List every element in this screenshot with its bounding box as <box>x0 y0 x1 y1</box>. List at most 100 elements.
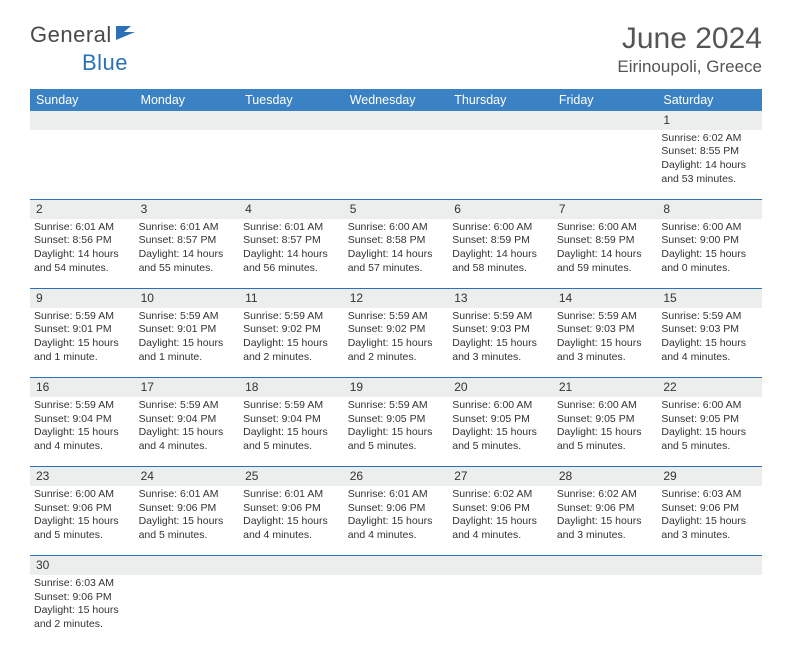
sunset-text: Sunset: 9:01 PM <box>139 323 236 337</box>
sunset-text: Sunset: 9:06 PM <box>139 502 236 516</box>
sunset-text: Sunset: 9:06 PM <box>557 502 654 516</box>
daylight-text-2: and 5 minutes. <box>348 440 445 454</box>
day-cell: Sunrise: 6:03 AMSunset: 9:06 PMDaylight:… <box>657 486 762 556</box>
daylight-text: Daylight: 15 hours <box>348 426 445 440</box>
sunset-text: Sunset: 9:01 PM <box>34 323 131 337</box>
daylight-text: Daylight: 15 hours <box>557 515 654 529</box>
day-number-row: 23242526272829 <box>30 467 762 486</box>
sunset-text: Sunset: 9:02 PM <box>243 323 340 337</box>
day-number-cell: 11 <box>239 289 344 308</box>
sunrise-text: Sunrise: 5:59 AM <box>557 310 654 324</box>
day-number-cell <box>135 556 240 575</box>
daylight-text: Daylight: 14 hours <box>661 159 758 173</box>
day-number-cell: 23 <box>30 467 135 486</box>
sunrise-text: Sunrise: 6:03 AM <box>34 577 131 591</box>
weekday-header: Friday <box>553 89 658 111</box>
day-cell: Sunrise: 5:59 AMSunset: 9:03 PMDaylight:… <box>448 308 553 378</box>
day-number-cell: 4 <box>239 200 344 219</box>
sunrise-text: Sunrise: 6:01 AM <box>139 488 236 502</box>
daylight-text: Daylight: 15 hours <box>557 426 654 440</box>
day-content-row: Sunrise: 5:59 AMSunset: 9:04 PMDaylight:… <box>30 397 762 467</box>
daylight-text: Daylight: 15 hours <box>452 426 549 440</box>
day-cell <box>239 575 344 645</box>
day-cell <box>553 575 658 645</box>
daylight-text: Daylight: 14 hours <box>452 248 549 262</box>
daylight-text: Daylight: 15 hours <box>139 515 236 529</box>
day-cell: Sunrise: 6:00 AMSunset: 9:00 PMDaylight:… <box>657 219 762 289</box>
daylight-text: Daylight: 15 hours <box>243 515 340 529</box>
day-number-cell <box>344 556 449 575</box>
day-cell <box>448 575 553 645</box>
sunset-text: Sunset: 9:04 PM <box>243 413 340 427</box>
day-cell: Sunrise: 5:59 AMSunset: 9:04 PMDaylight:… <box>239 397 344 467</box>
daylight-text-2: and 55 minutes. <box>139 262 236 276</box>
sunrise-text: Sunrise: 5:59 AM <box>139 310 236 324</box>
daylight-text-2: and 4 minutes. <box>661 351 758 365</box>
day-cell: Sunrise: 5:59 AMSunset: 9:02 PMDaylight:… <box>239 308 344 378</box>
day-number-row: 30 <box>30 556 762 575</box>
day-number-cell: 27 <box>448 467 553 486</box>
daylight-text-2: and 1 minute. <box>139 351 236 365</box>
day-number-cell: 20 <box>448 378 553 397</box>
daylight-text: Daylight: 15 hours <box>243 426 340 440</box>
day-number-cell: 17 <box>135 378 240 397</box>
day-cell: Sunrise: 6:02 AMSunset: 9:06 PMDaylight:… <box>448 486 553 556</box>
flag-icon <box>115 22 137 48</box>
sunrise-text: Sunrise: 6:02 AM <box>452 488 549 502</box>
day-cell: Sunrise: 6:00 AMSunset: 8:59 PMDaylight:… <box>553 219 658 289</box>
sunrise-text: Sunrise: 5:59 AM <box>243 310 340 324</box>
page-header: General June 2024 Eirinoupoli, Greece <box>30 22 762 77</box>
daylight-text-2: and 2 minutes. <box>348 351 445 365</box>
sunset-text: Sunset: 8:58 PM <box>348 234 445 248</box>
day-cell: Sunrise: 6:00 AMSunset: 9:05 PMDaylight:… <box>448 397 553 467</box>
day-cell: Sunrise: 6:01 AMSunset: 8:57 PMDaylight:… <box>239 219 344 289</box>
day-cell: Sunrise: 6:00 AMSunset: 8:59 PMDaylight:… <box>448 219 553 289</box>
day-cell <box>657 575 762 645</box>
day-cell <box>344 575 449 645</box>
day-content-row: Sunrise: 6:03 AMSunset: 9:06 PMDaylight:… <box>30 575 762 645</box>
sunset-text: Sunset: 9:02 PM <box>348 323 445 337</box>
day-number-cell: 19 <box>344 378 449 397</box>
daylight-text-2: and 4 minutes. <box>348 529 445 543</box>
day-number-cell <box>448 111 553 130</box>
daylight-text: Daylight: 15 hours <box>452 337 549 351</box>
day-content-row: Sunrise: 6:02 AMSunset: 8:55 PMDaylight:… <box>30 130 762 200</box>
day-cell <box>344 130 449 200</box>
sunrise-text: Sunrise: 6:03 AM <box>661 488 758 502</box>
daylight-text-2: and 54 minutes. <box>34 262 131 276</box>
day-number-cell <box>553 556 658 575</box>
day-content-row: Sunrise: 5:59 AMSunset: 9:01 PMDaylight:… <box>30 308 762 378</box>
sunrise-text: Sunrise: 6:00 AM <box>661 221 758 235</box>
day-number-cell: 2 <box>30 200 135 219</box>
sunset-text: Sunset: 9:03 PM <box>557 323 654 337</box>
daylight-text-2: and 3 minutes. <box>557 529 654 543</box>
day-cell <box>135 575 240 645</box>
day-number-cell <box>30 111 135 130</box>
day-number-cell: 16 <box>30 378 135 397</box>
day-cell <box>135 130 240 200</box>
day-cell <box>239 130 344 200</box>
daylight-text: Daylight: 14 hours <box>348 248 445 262</box>
day-cell <box>448 130 553 200</box>
daylight-text: Daylight: 15 hours <box>34 337 131 351</box>
day-number-row: 16171819202122 <box>30 378 762 397</box>
day-number-cell: 9 <box>30 289 135 308</box>
daylight-text: Daylight: 15 hours <box>139 337 236 351</box>
sunset-text: Sunset: 9:06 PM <box>243 502 340 516</box>
sunrise-text: Sunrise: 5:59 AM <box>348 310 445 324</box>
day-number-cell: 14 <box>553 289 658 308</box>
weekday-header: Monday <box>135 89 240 111</box>
daylight-text-2: and 5 minutes. <box>243 440 340 454</box>
day-cell: Sunrise: 5:59 AMSunset: 9:01 PMDaylight:… <box>135 308 240 378</box>
day-cell: Sunrise: 6:02 AMSunset: 9:06 PMDaylight:… <box>553 486 658 556</box>
daylight-text: Daylight: 15 hours <box>243 337 340 351</box>
sunset-text: Sunset: 8:57 PM <box>243 234 340 248</box>
daylight-text: Daylight: 15 hours <box>34 426 131 440</box>
day-number-row: 1 <box>30 111 762 130</box>
calendar-table: Sunday Monday Tuesday Wednesday Thursday… <box>30 89 762 645</box>
weekday-header: Thursday <box>448 89 553 111</box>
day-number-row: 2345678 <box>30 200 762 219</box>
daylight-text: Daylight: 14 hours <box>139 248 236 262</box>
logo-text-general: General <box>30 22 112 48</box>
day-number-cell: 15 <box>657 289 762 308</box>
